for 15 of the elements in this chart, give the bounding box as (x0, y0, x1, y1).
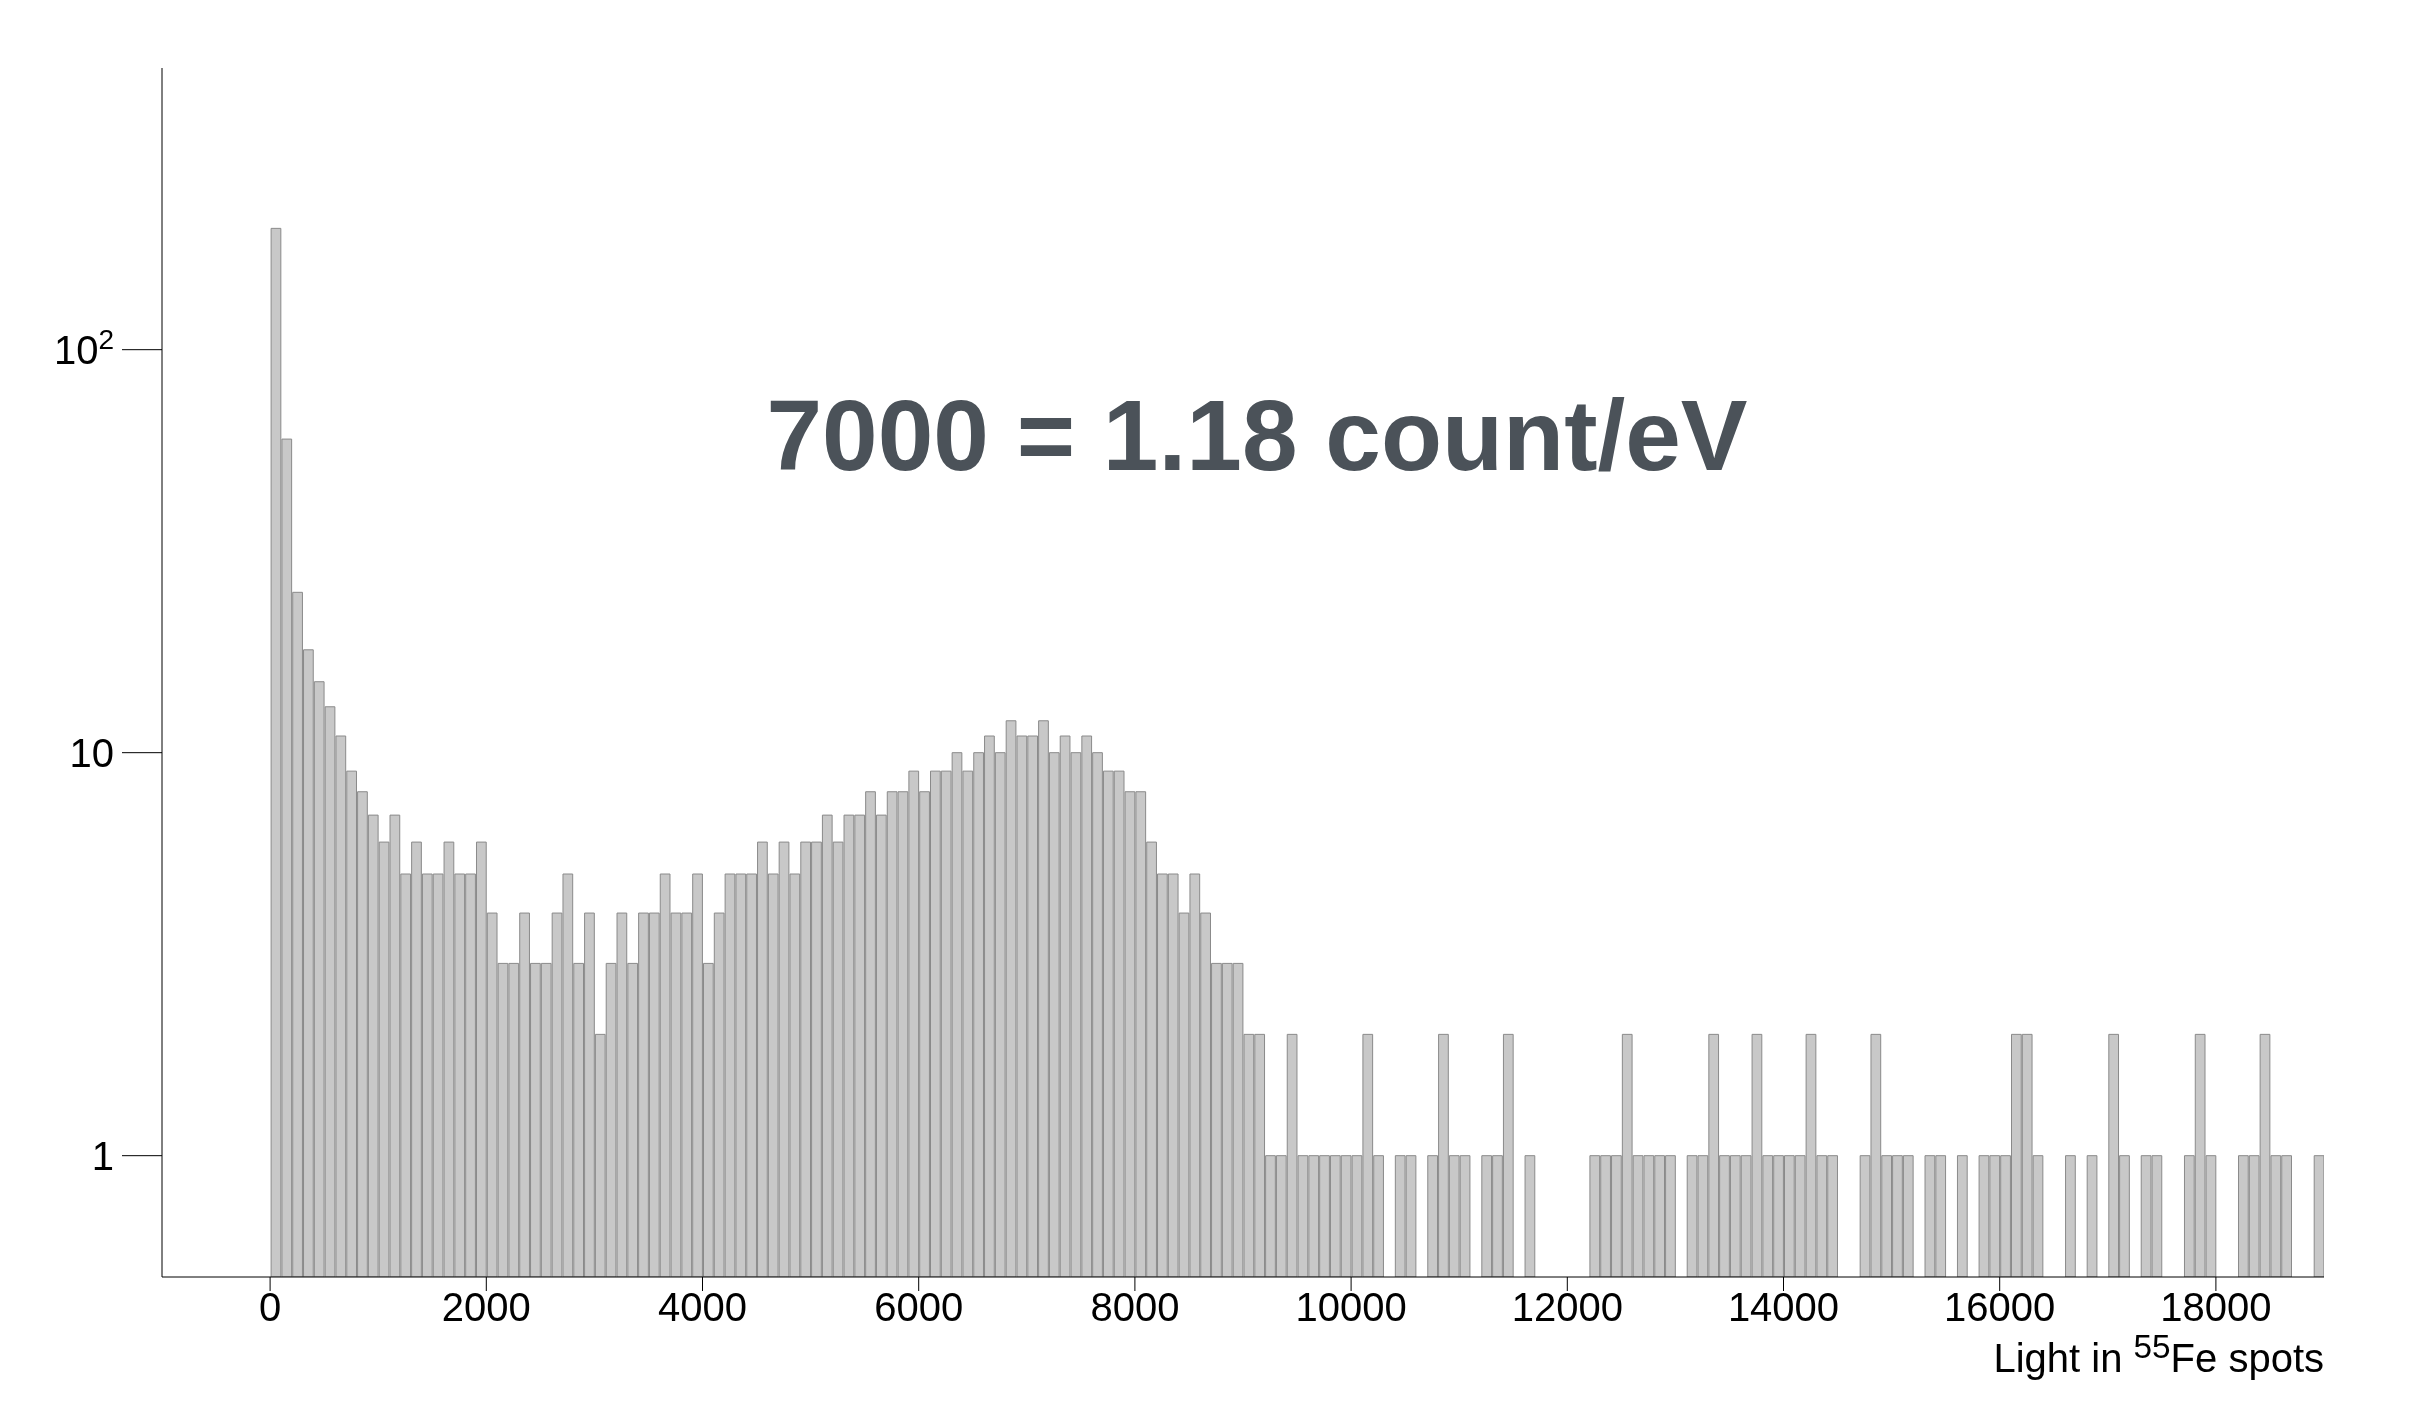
y-tick-label: 10 (69, 730, 114, 775)
x-tick-label: 0 (258, 1285, 282, 1330)
x-tick-label: 18000 (2160, 1285, 2272, 1330)
x-tick-label: 12000 (1511, 1285, 1623, 1330)
y-tick-label: 10$^{2}$ (53, 323, 114, 372)
x-tick-label: 10000 (1295, 1285, 1407, 1330)
x-tick-label: 8000 (1090, 1285, 1180, 1330)
y-tick-label: 1 (91, 1133, 114, 1178)
x-tick-label: 6000 (874, 1285, 964, 1330)
x-tick-label: 14000 (1727, 1285, 1840, 1330)
x-tick-label: 16000 (1944, 1285, 2056, 1330)
x-axis-title: Light in $^{55}$Fe spots (1993, 1328, 2324, 1382)
annotation: 7000 = 1.18 count/eV (765, 378, 1749, 493)
x-tick-label: 4000 (658, 1285, 747, 1330)
x-tick-label: 2000 (441, 1285, 531, 1330)
